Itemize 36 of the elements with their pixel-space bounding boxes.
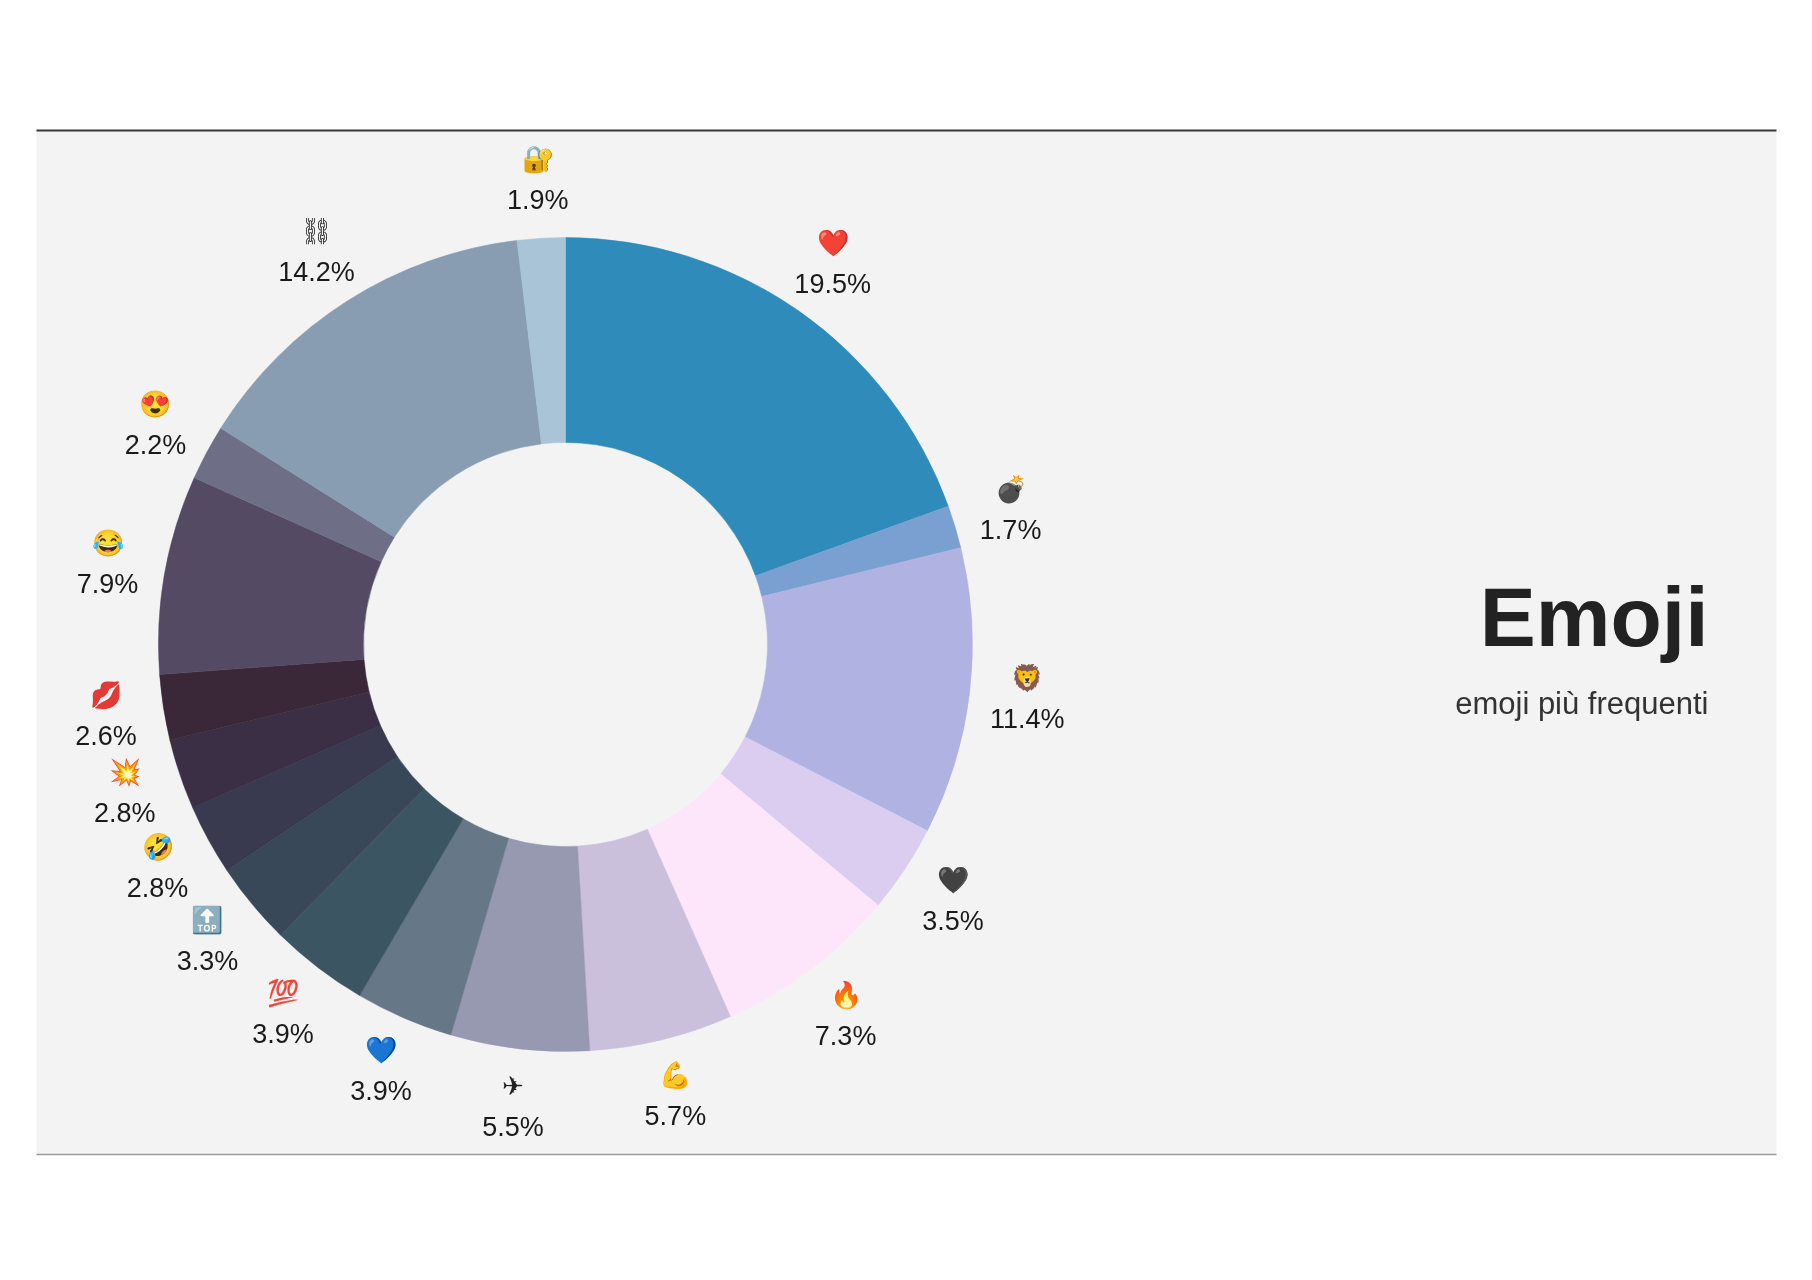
data-label: 11.4% bbox=[990, 704, 1065, 735]
slice-label: 💣 bbox=[994, 474, 1027, 506]
slice-label: 🔐 bbox=[521, 144, 554, 175]
data-label: 5.5% bbox=[482, 1111, 544, 1142]
slice-label: 🔥 bbox=[829, 979, 862, 1010]
data-label: 2.8% bbox=[94, 797, 156, 828]
slice-label: 😂 bbox=[91, 527, 124, 558]
data-label: 5.7% bbox=[644, 1101, 707, 1132]
slice-label: ⛓ bbox=[300, 215, 334, 246]
data-label: 3.9% bbox=[350, 1076, 412, 1107]
data-label: 3.3% bbox=[176, 946, 239, 977]
data-label: 1.7% bbox=[979, 515, 1042, 545]
slice-label: 🦁 bbox=[1011, 663, 1044, 694]
text: Emoji bbox=[1479, 569, 1709, 664]
slice-label: 💪 bbox=[659, 1060, 692, 1091]
slice-label: 💯 bbox=[267, 977, 300, 1008]
data-label: 3.9% bbox=[252, 1018, 314, 1049]
data-label: 2.2% bbox=[124, 430, 187, 461]
data-label: 7.3% bbox=[814, 1020, 877, 1051]
data-label: 3.5% bbox=[922, 906, 984, 937]
slice-label: 🖤 bbox=[937, 865, 971, 896]
slice-label: 💋 bbox=[90, 680, 123, 711]
slice-label: 🤣 bbox=[140, 831, 174, 864]
slice-label: 😍 bbox=[139, 389, 172, 420]
slice-label: 💙 bbox=[365, 1035, 398, 1066]
slice-label: 🔝 bbox=[191, 905, 224, 936]
data-label: 2.6% bbox=[75, 721, 137, 752]
slice-label: ✈ bbox=[502, 1070, 525, 1101]
slice-label: ❤ bbox=[816, 227, 850, 258]
data-label: 2.8% bbox=[126, 872, 189, 903]
text: emoji più frequenti bbox=[1455, 686, 1709, 721]
data-label: 19.5% bbox=[794, 268, 871, 299]
data-label: 14.2% bbox=[278, 256, 355, 287]
slice-label: 💥 bbox=[108, 756, 141, 788]
data-label: 1.9% bbox=[507, 185, 569, 216]
data-label: 7.9% bbox=[76, 568, 139, 599]
